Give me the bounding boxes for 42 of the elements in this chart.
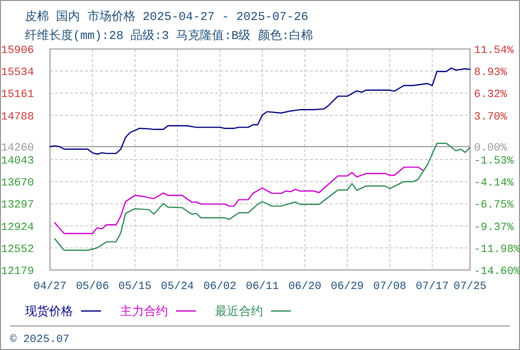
y2-tick-label: -14.60% <box>474 266 520 278</box>
y2-tick-label: -9.37% <box>474 222 514 234</box>
x-tick-label: 05/24 <box>160 281 194 293</box>
y2-tick-label: 6.32% <box>474 89 508 102</box>
x-tick-label: 05/15 <box>118 281 152 293</box>
x-tick-label: 07/17 <box>416 281 449 293</box>
y2-tick-label: 11.54% <box>474 45 514 57</box>
y-tick-label: 12179 <box>0 266 34 278</box>
y2-tick-label: 8.93% <box>474 67 508 80</box>
y2-tick-label: -1.53% <box>474 156 514 168</box>
y-tick-label: 13297 <box>0 200 34 212</box>
legend-label: 现货价格 <box>25 305 73 319</box>
chart-subtitle: 纤维长度(mm):28 品级:3 马克隆值:B级 颜色:白棉 <box>25 28 314 43</box>
x-tick-label: 04/27 <box>33 281 67 293</box>
chart-title: 皮棉 国内 市场价格 2025-04-27 - 2025-07-26 <box>25 9 308 24</box>
line-series <box>49 67 471 155</box>
line-series <box>54 142 471 251</box>
x-tick-label: 06/02 <box>203 281 236 293</box>
x-tick-label: 05/06 <box>76 281 109 293</box>
y2-tick-label: 3.70% <box>474 111 508 124</box>
y2-tick-label: 0.00% <box>474 142 508 155</box>
line-series <box>54 166 424 234</box>
y-tick-label: 14788 <box>0 111 34 124</box>
y-tick-label: 15161 <box>0 89 34 102</box>
y2-tick-label: -11.98% <box>474 244 520 256</box>
y-tick-label: 14043 <box>0 155 34 168</box>
x-tick-label: 06/29 <box>330 281 364 293</box>
y-tick-label: 12924 <box>0 222 34 234</box>
y-tick-label: 12552 <box>0 244 34 256</box>
x-tick-label: 07/25 <box>453 281 487 293</box>
legend-label: 主力合约 <box>120 304 168 319</box>
x-tick-label: 06/11 <box>246 281 280 293</box>
y-tick-label: 13670 <box>0 178 34 190</box>
y-tick-label: 15906 <box>0 45 34 57</box>
x-tick-label: 06/20 <box>288 281 322 293</box>
y-tick-label: 15534 <box>0 67 34 80</box>
y2-tick-label: -6.75% <box>474 200 514 212</box>
text: © 2025.07 <box>10 334 70 346</box>
x-tick-label: 07/08 <box>373 281 406 293</box>
y2-tick-label: -4.14% <box>474 178 514 190</box>
y-tick-label: 14260 <box>0 142 34 155</box>
legend-label: 最近合约 <box>215 305 263 319</box>
